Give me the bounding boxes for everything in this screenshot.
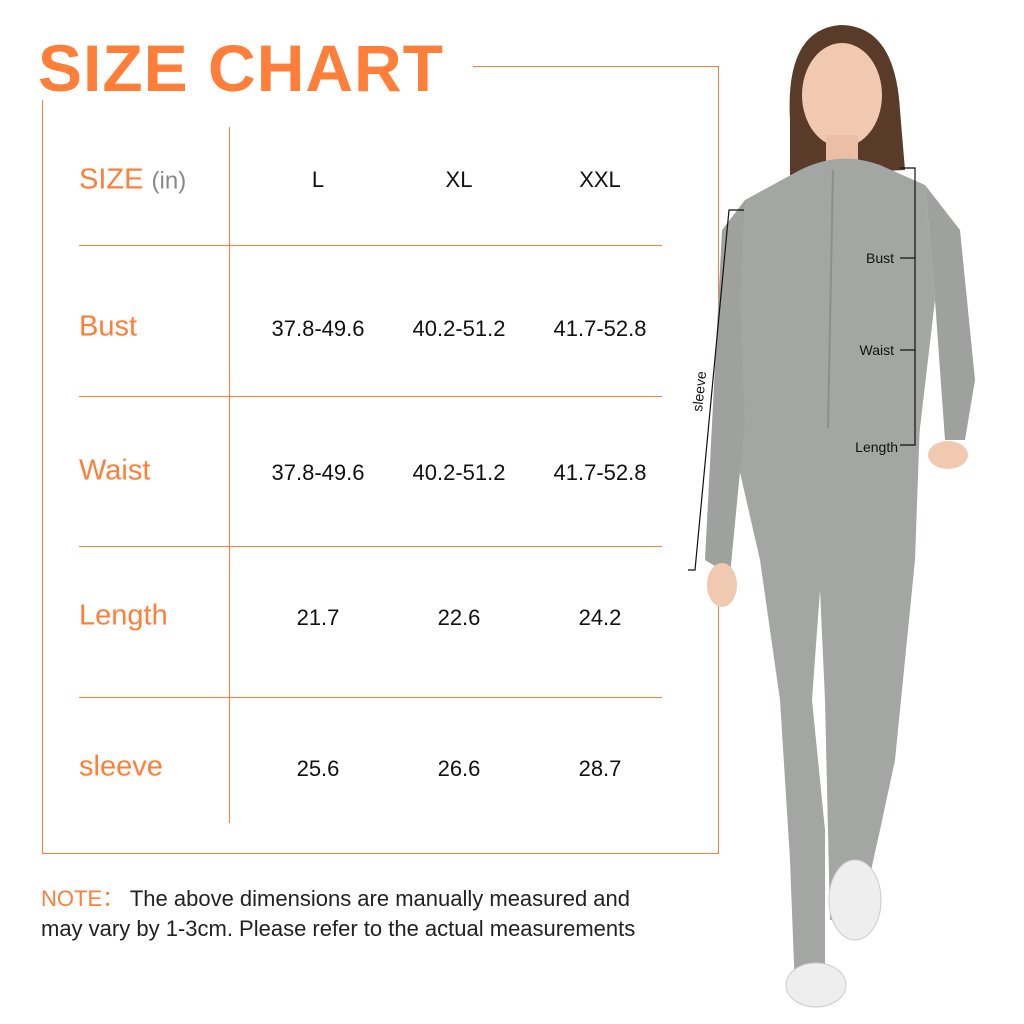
table-cell: 41.7-52.8 bbox=[553, 316, 647, 341]
unit-label: (in) bbox=[151, 167, 187, 195]
note-key: NOTE： bbox=[41, 886, 125, 911]
table-cell: 40.2-51.2 bbox=[412, 460, 506, 485]
row-label-length: Length bbox=[79, 599, 168, 632]
frame-left bbox=[42, 100, 43, 853]
table-cell: 41.7-52.8 bbox=[553, 460, 647, 485]
left-arm bbox=[705, 200, 745, 575]
row-label-waist: Waist bbox=[79, 454, 151, 487]
row-divider bbox=[79, 396, 662, 397]
header-size-xl: XL bbox=[445, 167, 473, 192]
row-divider bbox=[79, 697, 662, 698]
note-text: NOTE： The above dimensions are manually … bbox=[41, 884, 661, 944]
row-label-sleeve: sleeve bbox=[79, 750, 163, 783]
leggings bbox=[728, 420, 920, 990]
header-size-label: SIZE (in) bbox=[79, 164, 186, 197]
measure-line bbox=[900, 167, 916, 446]
waist-annotation: Waist bbox=[860, 342, 895, 358]
right-arm bbox=[925, 185, 975, 440]
shoe bbox=[828, 859, 882, 941]
size-label: SIZE bbox=[79, 163, 144, 196]
table-cell: 37.8-49.6 bbox=[271, 460, 365, 485]
table-cell: 37.8-49.6 bbox=[271, 316, 365, 341]
hand bbox=[707, 563, 737, 607]
frame-bottom bbox=[42, 853, 718, 854]
table-cell: 40.2-51.2 bbox=[412, 316, 506, 341]
length-annotation: Length bbox=[855, 439, 898, 455]
table-cell: 25.6 bbox=[296, 756, 340, 781]
model-figure: Bust Waist Length sleeve bbox=[688, 25, 975, 1008]
row-divider bbox=[79, 245, 662, 246]
column-divider bbox=[229, 127, 230, 823]
zipper bbox=[827, 169, 834, 429]
table-cell: 21.7 bbox=[296, 605, 340, 630]
table-cell: 28.7 bbox=[578, 756, 622, 781]
header-size-xxl: XXL bbox=[579, 167, 621, 192]
table-cell: 22.6 bbox=[437, 605, 481, 630]
sleeve-measure-line bbox=[688, 209, 744, 571]
sleeve-annotation: sleeve bbox=[689, 370, 709, 412]
note-body: The above dimensions are manually measur… bbox=[41, 886, 636, 941]
row-label-bust: Bust bbox=[79, 310, 138, 343]
jacket bbox=[740, 158, 935, 446]
frame-top bbox=[473, 66, 719, 67]
header-size-l: L bbox=[311, 167, 325, 192]
bust-annotation: Bust bbox=[866, 250, 894, 266]
shoe bbox=[785, 962, 847, 1008]
table-cell: 26.6 bbox=[437, 756, 481, 781]
face bbox=[802, 43, 882, 147]
page-title: SIZE CHART bbox=[38, 31, 444, 105]
hand bbox=[928, 441, 968, 469]
table-cell: 24.2 bbox=[578, 605, 622, 630]
row-divider bbox=[79, 546, 662, 547]
